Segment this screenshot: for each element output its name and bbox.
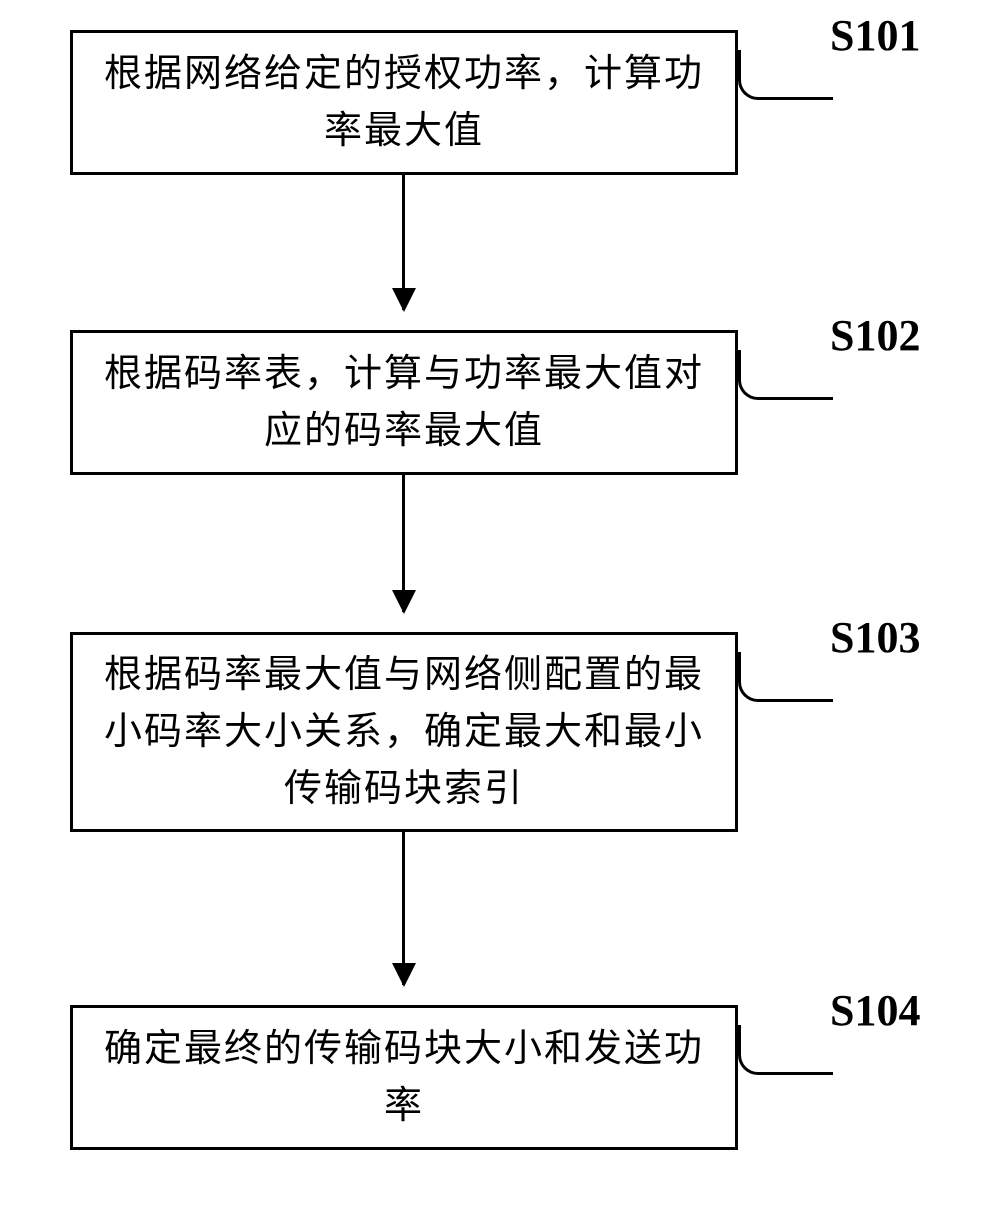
arrow-3: [402, 832, 405, 985]
step-3-text: 根据码率最大值与网络侧配置的最小码率大小关系，确定最大和最小传输码块索引: [98, 647, 710, 818]
step-1-text: 根据网络给定的授权功率，计算功率最大值: [98, 46, 710, 160]
flow-step-3: 根据码率最大值与网络侧配置的最小码率大小关系，确定最大和最小传输码块索引: [70, 632, 738, 832]
arrow-1: [402, 175, 405, 310]
flow-step-1: 根据网络给定的授权功率，计算功率最大值: [70, 30, 738, 175]
label-connector-2: [738, 350, 833, 400]
step-4-label: S104: [830, 985, 920, 1036]
flow-step-2: 根据码率表，计算与功率最大值对应的码率最大值: [70, 330, 738, 475]
arrow-2: [402, 475, 405, 612]
step-1-label: S101: [830, 10, 920, 61]
step-2-text: 根据码率表，计算与功率最大值对应的码率最大值: [98, 346, 710, 460]
step-3-label: S103: [830, 612, 920, 663]
label-connector-1: [738, 50, 833, 100]
step-2-label: S102: [830, 310, 920, 361]
flow-step-4: 确定最终的传输码块大小和发送功率: [70, 1005, 738, 1150]
flowchart-container: 根据网络给定的授权功率，计算功率最大值 S101 根据码率表，计算与功率最大值对…: [70, 30, 970, 1190]
step-4-text: 确定最终的传输码块大小和发送功率: [98, 1021, 710, 1135]
label-connector-3: [738, 652, 833, 702]
label-connector-4: [738, 1025, 833, 1075]
